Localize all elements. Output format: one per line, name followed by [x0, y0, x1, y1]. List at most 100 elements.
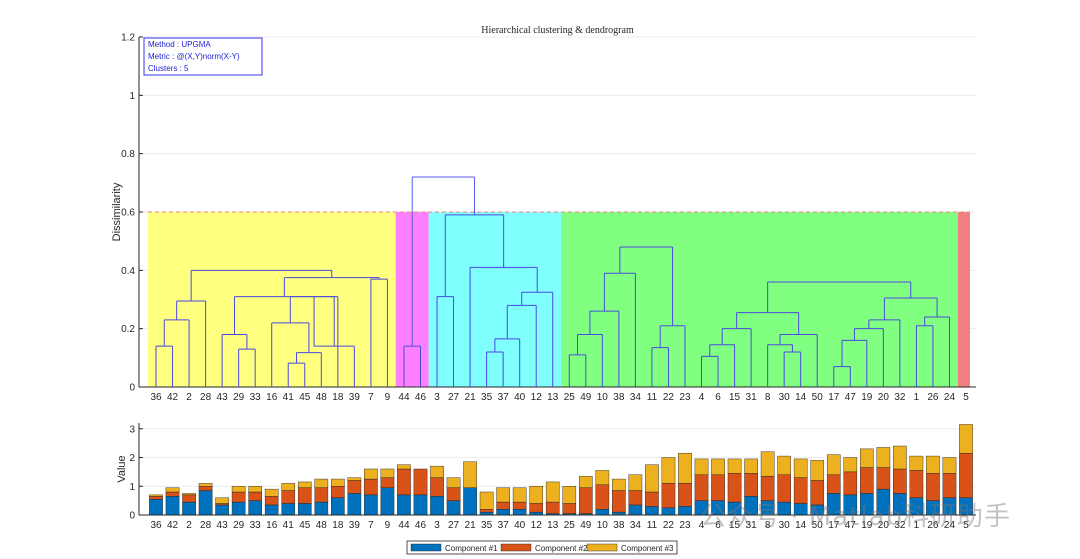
bar-category-label: 37 [498, 520, 510, 531]
leaf-label: 46 [415, 392, 427, 403]
leaf-label: 37 [498, 392, 510, 403]
bar-segment-1 [628, 504, 643, 516]
info-metric: Metric : @(X,Y)norm(X-Y) [148, 52, 240, 61]
y-axis-label: Dissimilarity [111, 182, 123, 241]
bar-category-label: 45 [299, 520, 311, 531]
bar-segment-2 [860, 467, 874, 494]
bar-segment-3 [826, 454, 841, 475]
bar-segment-3 [297, 481, 312, 488]
bar-segment-3 [959, 424, 973, 454]
bar-segment-1 [496, 509, 510, 516]
leaf-label: 49 [580, 392, 592, 403]
bar-segment-3 [182, 493, 196, 496]
bar-segment-2 [512, 501, 527, 510]
bar-segment-3 [496, 487, 510, 503]
bar-chart-axes: 36 42 2 28 43 29 33 16 41 45 48 18 39 7 9 44 46 3 27 21 35 37… [116, 423, 976, 531]
bar-segment-3 [926, 455, 940, 474]
leaf-label: 16 [266, 392, 278, 403]
bar-segment-1 [165, 496, 180, 516]
bar-segment-2 [893, 468, 907, 494]
leaf-label: 11 [647, 392, 658, 403]
bar-category-label: 28 [200, 520, 212, 531]
bar-category-label: 43 [217, 520, 229, 531]
chart-title: Hierarchical clustering & dendrogram [481, 25, 634, 36]
bar-segment-1 [678, 506, 692, 516]
bar-segment-2 [347, 480, 362, 494]
leaf-label: 8 [765, 392, 771, 403]
bar-segment-3 [248, 486, 262, 493]
bar-segment-3 [810, 460, 825, 481]
bar-category-label: 6 [715, 520, 721, 531]
leaf-label: 13 [547, 392, 559, 403]
bar-category-label: 49 [580, 520, 592, 531]
leaf-label: 20 [878, 392, 890, 403]
leaf-label: 12 [531, 392, 543, 403]
bar-category-label: 8 [765, 520, 771, 531]
bar-segment-3 [430, 465, 444, 478]
bar-category-label: 17 [828, 520, 840, 531]
bar-segment-2 [364, 478, 378, 496]
leaf-label: 17 [828, 392, 840, 403]
leaf-label: 28 [200, 392, 212, 403]
bar-category-label: 16 [266, 520, 278, 531]
leaf-label: 41 [283, 392, 295, 403]
bar-category-label: 23 [679, 520, 691, 531]
bar-segment-2 [182, 494, 196, 503]
bar-segment-1 [463, 487, 477, 516]
bar-segment-3 [231, 486, 246, 493]
leaf-label: 45 [299, 392, 311, 403]
leaf-label: 6 [715, 392, 721, 403]
leaf-label: 5 [963, 392, 969, 403]
bar-segment-2 [264, 496, 279, 506]
bar-segment-2 [843, 471, 858, 496]
bar-segment-3 [893, 445, 907, 470]
y-tick-label: 0.2 [121, 324, 135, 335]
leaf-label: 7 [368, 392, 374, 403]
bar-segment-1 [645, 506, 659, 516]
bar-category-label: 4 [699, 520, 705, 531]
bar-category-label: 38 [613, 520, 625, 531]
bar-category-label: 30 [779, 520, 791, 531]
bar-segment-3 [149, 494, 163, 497]
bar-segment-2 [942, 473, 957, 498]
bar-category-label: 50 [812, 520, 824, 531]
bar-segment-2 [628, 490, 643, 506]
bar-segment-3 [380, 468, 395, 478]
bar-segment-2 [397, 468, 411, 496]
bar-segment-3 [628, 474, 643, 491]
bar-segment-1 [182, 501, 196, 516]
bar-segment-1 [297, 503, 312, 516]
bar-segment-2 [678, 483, 692, 507]
bar-segment-2 [578, 487, 593, 514]
bar-y-tick-label: 0 [129, 511, 135, 522]
bar-segment-3 [727, 458, 742, 474]
bar-category-label: 15 [729, 520, 741, 531]
leaf-label: 48 [316, 392, 328, 403]
bar-segment-2 [826, 474, 841, 494]
leaf-label: 14 [795, 392, 807, 403]
bar-category-label: 14 [795, 520, 807, 531]
leaf-label: 47 [845, 392, 857, 403]
leaf-label: 25 [564, 392, 576, 403]
bar-segment-2 [959, 452, 973, 498]
leaf-label: 24 [944, 392, 956, 403]
bar-segment-3 [479, 491, 494, 510]
bar-segment-2 [529, 503, 544, 513]
bar-segment-2 [446, 487, 461, 501]
bar-category-label: 19 [861, 520, 873, 531]
bar-segment-3 [661, 457, 676, 484]
leaf-label: 27 [448, 392, 460, 403]
bar-segment-2 [215, 503, 229, 506]
bar-category-label: 44 [398, 520, 410, 531]
bar-segment-1 [215, 504, 229, 516]
bar-segment-1 [281, 503, 296, 516]
bar-segment-1 [248, 500, 262, 516]
y-tick-label: 0.8 [121, 149, 135, 160]
bar-segment-3 [397, 464, 411, 470]
bar-segment-1 [661, 507, 676, 516]
bar-category-label: 33 [250, 520, 262, 531]
bar-segment-3 [198, 483, 213, 487]
leaf-label: 19 [861, 392, 873, 403]
leaf-label: 4 [699, 392, 705, 403]
leaf-label: 44 [398, 392, 410, 403]
